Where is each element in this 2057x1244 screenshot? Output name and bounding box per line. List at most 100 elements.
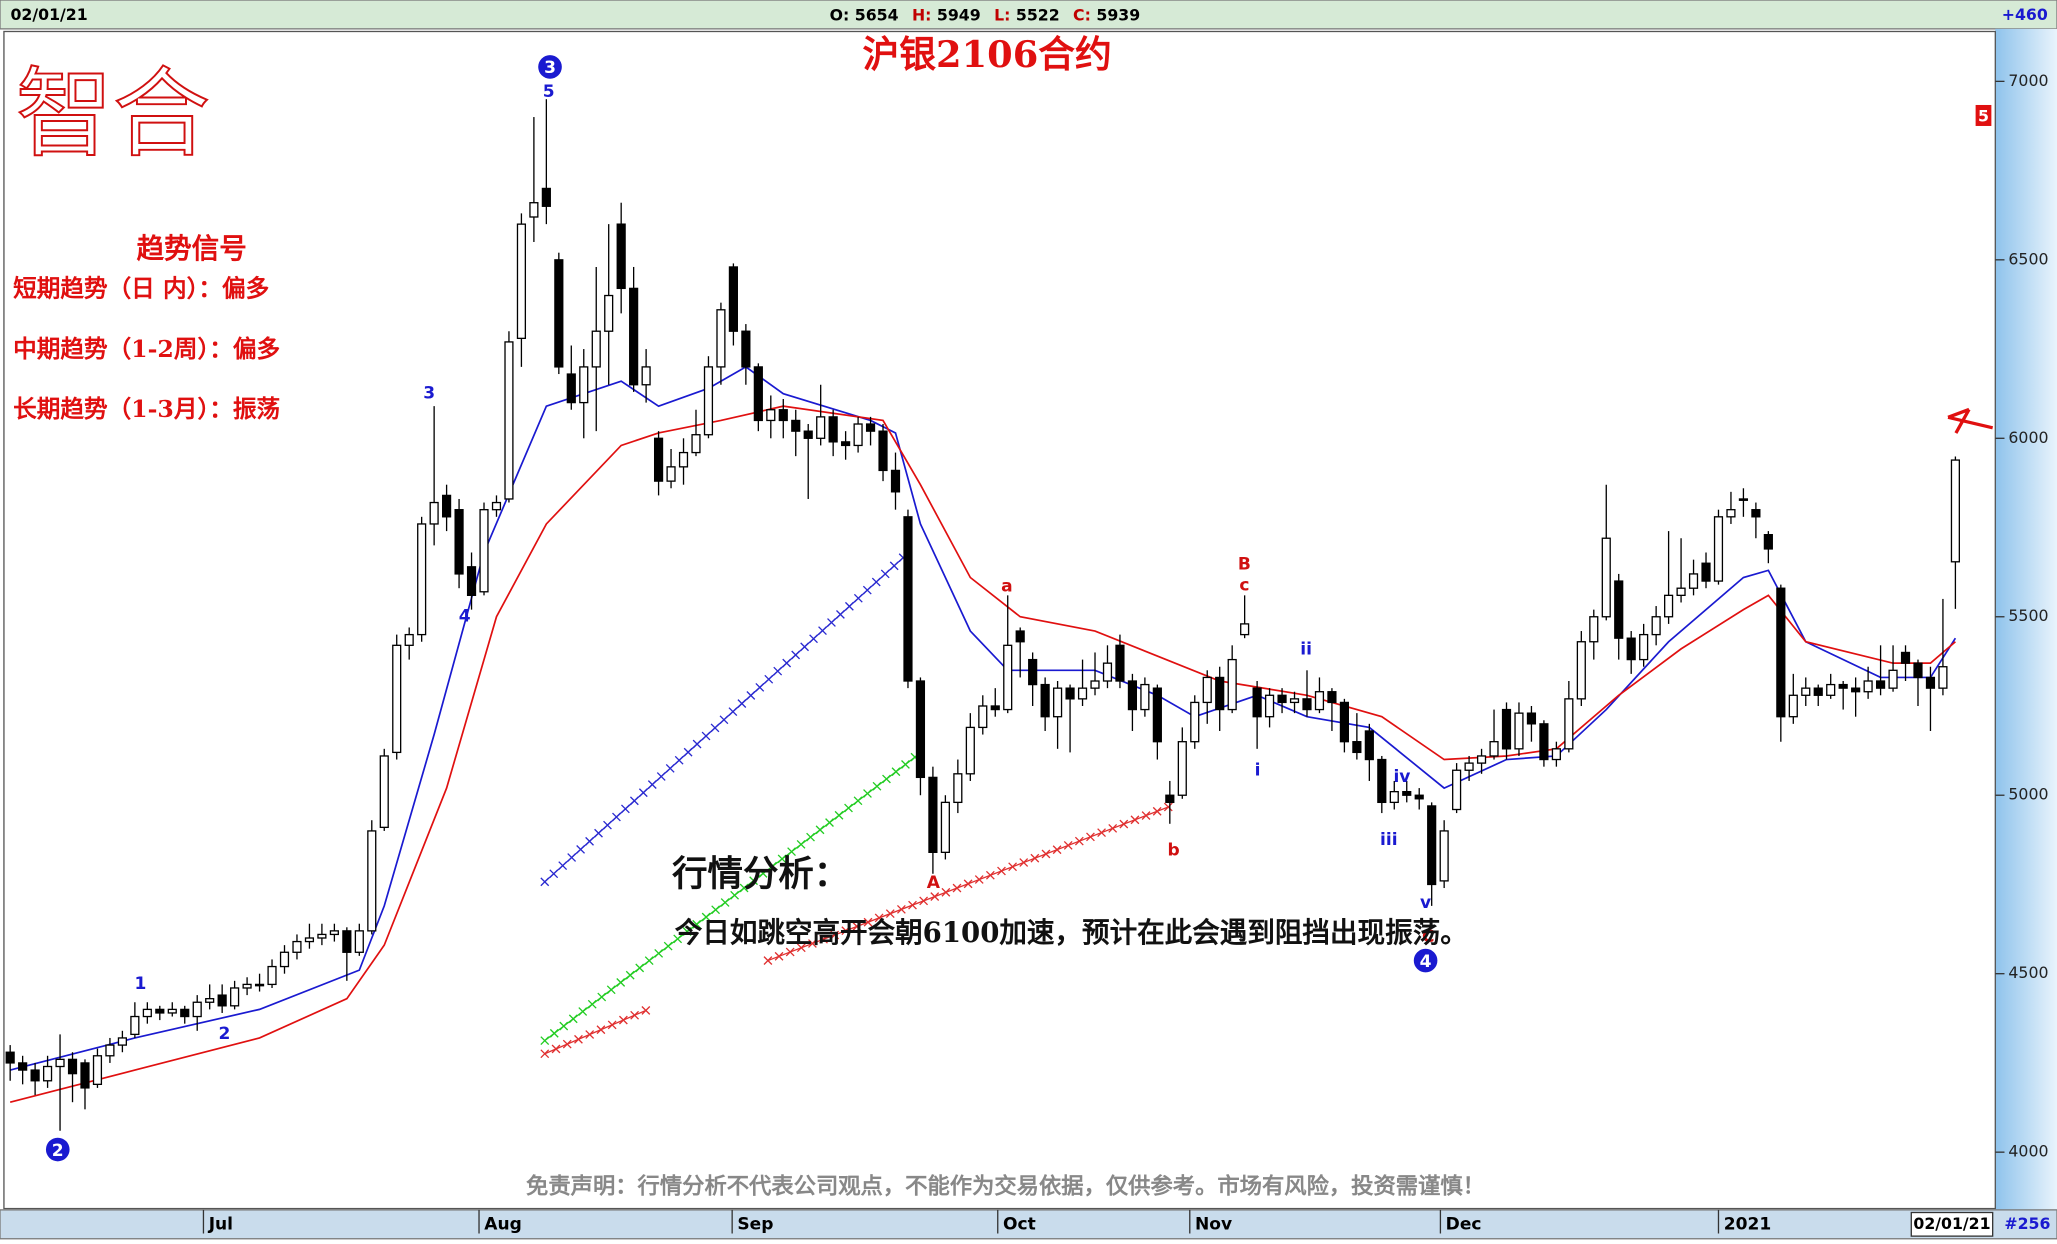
trendline-hatch <box>585 1030 595 1039</box>
candle-body <box>965 726 975 775</box>
candle-body <box>953 773 963 804</box>
candle-body <box>753 366 763 422</box>
trendline-hatch <box>862 585 872 595</box>
trendline-hatch <box>791 650 801 660</box>
trendline-hatch <box>872 781 882 791</box>
candle-body <box>55 1058 65 1068</box>
candle-body <box>192 1001 202 1018</box>
candle-body <box>666 466 676 482</box>
candle-body <box>1277 694 1287 704</box>
candle-body <box>1900 651 1911 664</box>
trendline-hatch <box>576 845 586 854</box>
wave-label: iii <box>1380 830 1398 850</box>
y-axis-panel <box>1995 28 2057 1210</box>
candle-body <box>1339 701 1349 743</box>
candle-body <box>354 930 364 953</box>
high-label: H: <box>912 5 931 24</box>
candle-body <box>1801 687 1811 696</box>
candle-body <box>1427 805 1437 886</box>
candle-body <box>230 987 240 1007</box>
header-bar <box>0 0 2057 30</box>
wave-label: 3 <box>423 384 435 404</box>
candle-body <box>317 933 327 939</box>
candle-body <box>803 430 813 439</box>
candle-body <box>1053 687 1063 718</box>
wave-label: 5 <box>543 82 555 102</box>
wave-label: a <box>1001 577 1013 597</box>
trendline-hatch <box>941 887 951 897</box>
candle-body <box>392 644 402 754</box>
trendline-hatch <box>796 839 806 849</box>
y-tick-label: 4500 <box>2008 963 2048 982</box>
disclaimer: 免责声明：行情分析不代表公司观点，不能作为交易依据，仅供参考。市场有风险，投资需… <box>526 1173 1485 1200</box>
candle-body <box>1813 687 1823 696</box>
trendline-hatch <box>882 774 891 784</box>
candle-body <box>766 409 776 422</box>
trendline-hatch <box>891 767 901 777</box>
arrow <box>1947 407 1994 434</box>
candle-body <box>1215 676 1225 711</box>
candle-body <box>1177 741 1187 796</box>
trendline-hatch <box>562 1039 572 1049</box>
candle-body <box>716 309 726 368</box>
trendline-hatch <box>777 854 787 864</box>
candle-body <box>1601 537 1611 618</box>
candle-body <box>442 494 452 518</box>
trendline-hatch <box>551 1044 561 1054</box>
x-tick-label: Oct <box>1003 1214 1036 1234</box>
trendline-hatch <box>647 780 657 789</box>
close-label: C: <box>1073 5 1091 24</box>
x-tick-label: Nov <box>1195 1214 1232 1234</box>
trendline-hatch <box>574 1034 583 1044</box>
trendline-hatch <box>578 1007 588 1016</box>
wave-label: A <box>927 873 941 893</box>
trendline-hatch <box>1052 845 1062 855</box>
candle-body <box>1589 616 1599 643</box>
candle-body <box>816 416 826 439</box>
candle-body <box>940 801 950 853</box>
trendline-hatch <box>1019 858 1029 867</box>
logo: 智合 <box>16 58 210 171</box>
trendline-hatch <box>549 1028 559 1038</box>
trendline-hatch <box>630 1010 640 1020</box>
trendline-hatch <box>710 723 720 733</box>
candle-body <box>566 373 576 404</box>
candle-body <box>1452 769 1462 811</box>
candle-body <box>1863 680 1873 693</box>
candle-body <box>479 509 489 593</box>
trendline-hatch <box>841 926 851 936</box>
trendline <box>544 756 916 1042</box>
trendline-hatch <box>782 658 792 668</box>
candle-body <box>1713 516 1724 582</box>
trendline-hatch <box>559 1021 569 1031</box>
candle-body <box>342 930 352 953</box>
footer-date: 02/01/21 <box>1913 1214 1990 1233</box>
analysis-title: 行情分析： <box>672 854 849 895</box>
candle-body <box>217 994 227 1007</box>
trendline-hatch <box>621 804 630 814</box>
candle-body <box>791 419 801 432</box>
wave-label: 2 <box>52 1141 64 1161</box>
candle-body <box>1676 587 1686 597</box>
trendline-hatch <box>853 593 863 603</box>
header-ohlc: O: 5654 H: 5949 L: 5522 C: 5939 <box>830 5 1141 24</box>
trendline-hatch <box>597 992 607 1002</box>
candle-body <box>242 983 252 989</box>
candle-body <box>1090 680 1100 689</box>
trendline-hatch <box>785 947 795 957</box>
trendline-hatch <box>644 956 654 966</box>
candle-body <box>1888 669 1898 689</box>
candle-body <box>1152 687 1162 743</box>
candle-body <box>466 566 477 597</box>
candle-body <box>1389 791 1399 804</box>
candle-body <box>1614 580 1624 639</box>
trendline-hatch <box>587 999 597 1009</box>
candle-body <box>254 983 265 987</box>
candle-body <box>1464 762 1474 771</box>
header-date: 02/01/21 <box>11 5 88 24</box>
candle-body <box>1240 623 1250 636</box>
trendline-hatch <box>834 810 844 820</box>
candle-body <box>1576 641 1586 700</box>
candle-body <box>155 1008 165 1014</box>
